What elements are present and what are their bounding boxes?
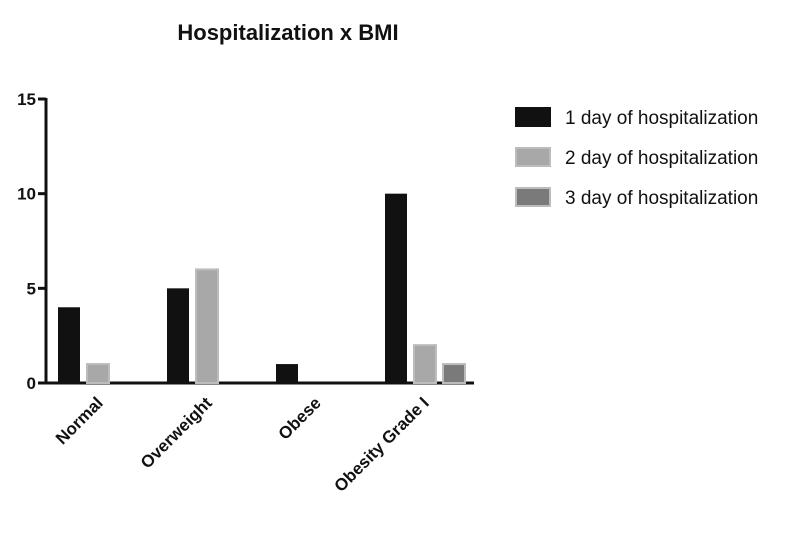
bar bbox=[413, 344, 437, 384]
legend: 1 day of hospitalization 2 day of hospita… bbox=[515, 107, 758, 209]
y-tick-label: 0 bbox=[27, 374, 36, 393]
y-tick-label: 15 bbox=[17, 90, 36, 109]
category-label: Obese bbox=[275, 393, 325, 443]
bars bbox=[58, 193, 466, 385]
category-label: Normal bbox=[52, 393, 107, 448]
legend-swatch bbox=[515, 107, 551, 127]
y-tick-label: 5 bbox=[27, 279, 36, 298]
bar bbox=[58, 307, 80, 383]
category-label: Obesity Grade I bbox=[331, 393, 433, 495]
bar bbox=[86, 363, 110, 385]
bar bbox=[167, 288, 189, 383]
bar bbox=[385, 193, 407, 383]
bar bbox=[195, 268, 219, 384]
legend-label: 3 day of hospitalization bbox=[565, 188, 758, 209]
bar bbox=[442, 363, 466, 385]
category-labels: Normal Overweight Obese Obesity Grade I bbox=[52, 393, 433, 496]
category-label: Overweight bbox=[137, 393, 216, 472]
bar bbox=[276, 364, 298, 383]
legend-swatch bbox=[515, 147, 551, 167]
legend-label: 1 day of hospitalization bbox=[565, 108, 758, 129]
chart-title: Hospitalization x BMI bbox=[177, 20, 398, 45]
legend-label: 2 day of hospitalization bbox=[565, 148, 758, 169]
legend-swatch bbox=[515, 187, 551, 207]
y-tick-label: 10 bbox=[17, 185, 36, 204]
